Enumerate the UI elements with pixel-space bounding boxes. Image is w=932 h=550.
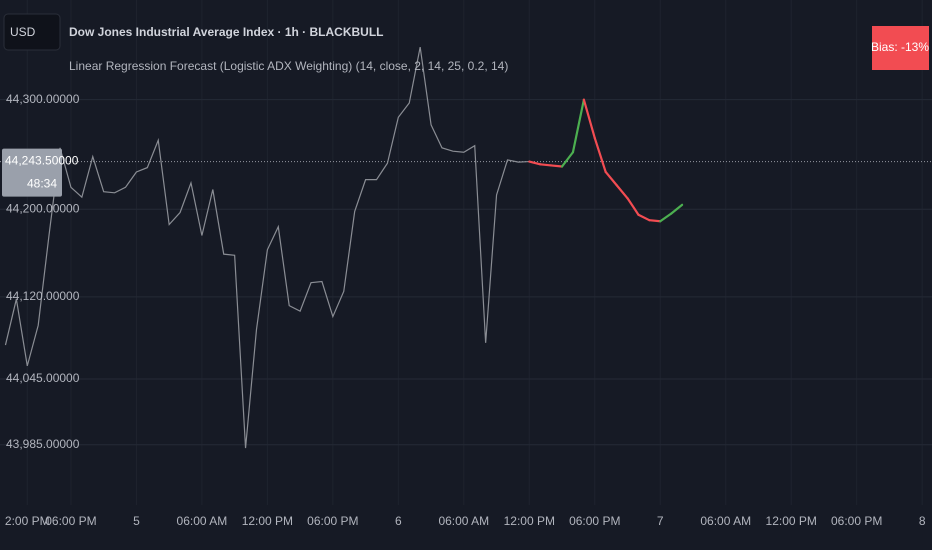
plot: [0, 46, 932, 449]
x-tick-label: 06:00 AM: [700, 514, 751, 528]
forecast-segment: [637, 213, 651, 222]
forecast-segment: [659, 212, 673, 223]
x-tick-label: 06:00 AM: [438, 514, 489, 528]
forecast-segment: [593, 136, 607, 174]
bias-text: Bias: -13%: [871, 40, 929, 54]
forecast-segment: [582, 98, 596, 140]
forecast-segment: [539, 163, 553, 167]
indicator-label: Linear Regression Forecast (Logistic ADX…: [69, 59, 508, 73]
forecast-segment: [604, 170, 618, 187]
forecast-segment: [670, 203, 684, 215]
forecast-segment: [571, 98, 585, 154]
currency-label: USD: [10, 25, 36, 39]
price-line: [4, 46, 530, 449]
y-tick-label: 43,985.00000: [6, 437, 80, 451]
x-tick-label: 06:00 AM: [177, 514, 228, 528]
countdown-label: 48:34: [27, 177, 57, 191]
x-tick-label: 6: [395, 514, 402, 528]
x-tick-label: 12:00 PM: [242, 514, 293, 528]
y-tick-label: 44,300.00000: [6, 92, 80, 106]
y-tick-label: 44,045.00000: [6, 371, 80, 385]
forecast-segment: [560, 151, 575, 168]
x-tick-label: 12:00 PM: [766, 514, 817, 528]
forecast-segment: [550, 164, 564, 168]
x-tick-label: 5: [133, 514, 140, 528]
forecast-segment: [615, 184, 629, 200]
x-tick-label: 12:00 PM: [504, 514, 555, 528]
y-tick-label: 44,200.00000: [6, 201, 80, 215]
axis: 44,300.00000 44,200.00000 44,120.00000 44,0…: [2, 92, 926, 528]
x-tick-label: 2:00 PM: [5, 514, 50, 528]
x-tick-label: 06:00 PM: [569, 514, 620, 528]
forecast-segment: [648, 219, 662, 223]
last-price-box: [2, 148, 62, 197]
x-tick-label: 8: [919, 514, 926, 528]
y-tick-label: 44,120.00000: [6, 289, 80, 303]
forecast-segment: [626, 197, 640, 216]
x-tick-label: 06:00 PM: [831, 514, 882, 528]
bias-badge: [872, 26, 929, 70]
x-tick-label: 7: [657, 514, 664, 528]
forecast-segment: [528, 160, 542, 166]
last-price-label: 44,243.50000: [5, 154, 79, 168]
currency-button[interactable]: [3, 13, 61, 51]
grid: [0, 0, 932, 505]
x-tick-label: 06:00 PM: [307, 514, 358, 528]
x-tick-label: 06:00 PM: [45, 514, 96, 528]
chart-title: Dow Jones Industrial Average Index · 1h …: [69, 25, 383, 39]
